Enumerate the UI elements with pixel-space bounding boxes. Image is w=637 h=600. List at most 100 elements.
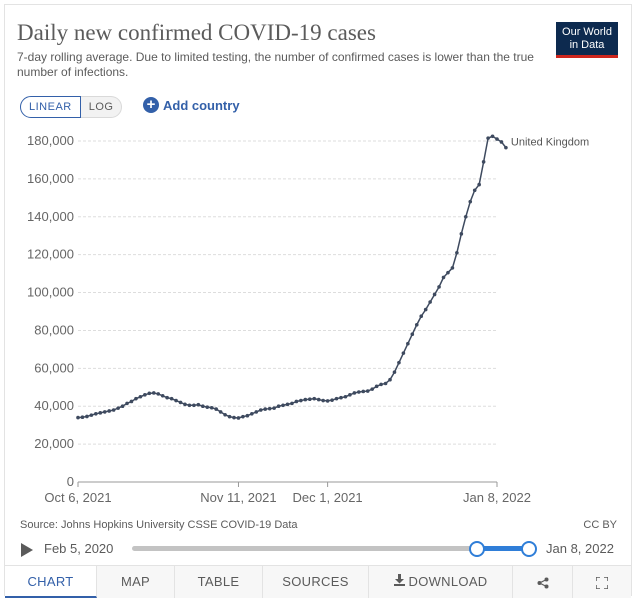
data-point[interactable]: [450, 266, 455, 270]
tab-sources[interactable]: SOURCES: [263, 566, 369, 598]
data-point[interactable]: [504, 145, 508, 150]
data-point[interactable]: [437, 285, 441, 289]
data-point[interactable]: [352, 391, 357, 395]
log-scale-button[interactable]: LOG: [80, 96, 123, 118]
data-point[interactable]: [321, 398, 325, 403]
data-point[interactable]: [102, 410, 107, 414]
data-point[interactable]: [406, 341, 410, 346]
data-point[interactable]: [472, 188, 477, 193]
data-point[interactable]: [312, 396, 317, 401]
data-point[interactable]: [486, 136, 490, 140]
tab-share[interactable]: [513, 566, 573, 598]
data-point[interactable]: [111, 408, 116, 412]
data-point[interactable]: [414, 322, 419, 327]
timeline-end-handle[interactable]: [521, 541, 537, 557]
data-point[interactable]: [267, 406, 272, 411]
data-point[interactable]: [397, 360, 401, 365]
data-point[interactable]: [205, 405, 210, 409]
data-point[interactable]: [174, 398, 178, 403]
data-point[interactable]: [134, 396, 138, 401]
data-point[interactable]: [272, 406, 276, 410]
data-point[interactable]: [330, 398, 334, 402]
data-point[interactable]: [361, 389, 366, 394]
data-point[interactable]: [441, 275, 446, 280]
data-point[interactable]: [129, 399, 134, 404]
data-point[interactable]: [156, 392, 161, 396]
data-point[interactable]: [250, 412, 254, 416]
data-point[interactable]: [143, 393, 147, 397]
data-point[interactable]: [334, 396, 339, 401]
data-point[interactable]: [365, 389, 370, 393]
data-point[interactable]: [303, 397, 308, 402]
data-point[interactable]: [495, 137, 499, 141]
linear-scale-button[interactable]: LINEAR: [20, 96, 81, 118]
data-point[interactable]: [80, 415, 85, 420]
data-point[interactable]: [374, 384, 379, 389]
data-point[interactable]: [147, 391, 152, 396]
data-point[interactable]: [85, 414, 89, 419]
data-point[interactable]: [499, 140, 504, 144]
data-point[interactable]: [490, 134, 495, 139]
data-point[interactable]: [196, 402, 201, 407]
tab-map[interactable]: MAP: [97, 566, 175, 598]
data-point[interactable]: [258, 408, 263, 412]
data-point[interactable]: [459, 232, 464, 236]
data-point[interactable]: [468, 199, 473, 204]
data-point[interactable]: [339, 395, 343, 400]
data-point[interactable]: [116, 406, 120, 410]
data-point[interactable]: [201, 404, 205, 409]
data-point[interactable]: [187, 403, 192, 408]
tab-fullscreen[interactable]: [573, 566, 631, 598]
source-note[interactable]: Source: Johns Hopkins University CSSE CO…: [20, 519, 298, 531]
data-point[interactable]: [348, 393, 352, 397]
data-point[interactable]: [223, 412, 227, 417]
data-point[interactable]: [325, 399, 330, 403]
data-point[interactable]: [160, 394, 165, 398]
data-point[interactable]: [138, 394, 143, 399]
data-point[interactable]: [254, 410, 259, 414]
data-point[interactable]: [343, 394, 348, 399]
data-point[interactable]: [307, 397, 312, 402]
data-point[interactable]: [245, 413, 250, 418]
data-point[interactable]: [236, 416, 241, 420]
data-point[interactable]: [209, 405, 214, 410]
play-icon[interactable]: [21, 543, 33, 557]
series-line[interactable]: [77, 135, 507, 419]
data-point[interactable]: [89, 413, 94, 417]
data-point[interactable]: [379, 382, 383, 387]
tab-chart[interactable]: CHART: [5, 566, 97, 598]
owid-logo[interactable]: Our World in Data: [556, 22, 618, 58]
data-point[interactable]: [357, 390, 361, 394]
data-point[interactable]: [218, 410, 223, 414]
data-point[interactable]: [428, 300, 432, 304]
data-point[interactable]: [281, 403, 285, 408]
data-point[interactable]: [423, 307, 428, 312]
tab-table[interactable]: TABLE: [175, 566, 263, 598]
data-point[interactable]: [120, 404, 125, 409]
data-point[interactable]: [432, 292, 437, 297]
data-point[interactable]: [477, 182, 481, 187]
data-point[interactable]: [263, 407, 268, 411]
data-point[interactable]: [232, 415, 236, 420]
data-point[interactable]: [169, 396, 174, 401]
data-point[interactable]: [94, 412, 98, 416]
data-point[interactable]: [227, 414, 232, 419]
data-point[interactable]: [455, 250, 459, 255]
data-point[interactable]: [388, 377, 392, 382]
data-point[interactable]: [276, 404, 281, 409]
data-point[interactable]: [107, 409, 112, 413]
timeline-track[interactable]: [132, 546, 529, 551]
data-point[interactable]: [419, 314, 424, 319]
add-country-button[interactable]: + Add country: [143, 97, 240, 113]
data-point[interactable]: [165, 395, 169, 400]
data-point[interactable]: [192, 403, 196, 408]
data-point[interactable]: [285, 402, 290, 407]
data-point[interactable]: [446, 270, 450, 275]
data-point[interactable]: [290, 401, 294, 406]
series-label[interactable]: United Kingdom: [511, 137, 589, 149]
data-point[interactable]: [370, 387, 374, 391]
data-point[interactable]: [410, 332, 415, 337]
data-point[interactable]: [241, 414, 245, 419]
data-point[interactable]: [401, 351, 406, 355]
data-point[interactable]: [383, 381, 388, 386]
